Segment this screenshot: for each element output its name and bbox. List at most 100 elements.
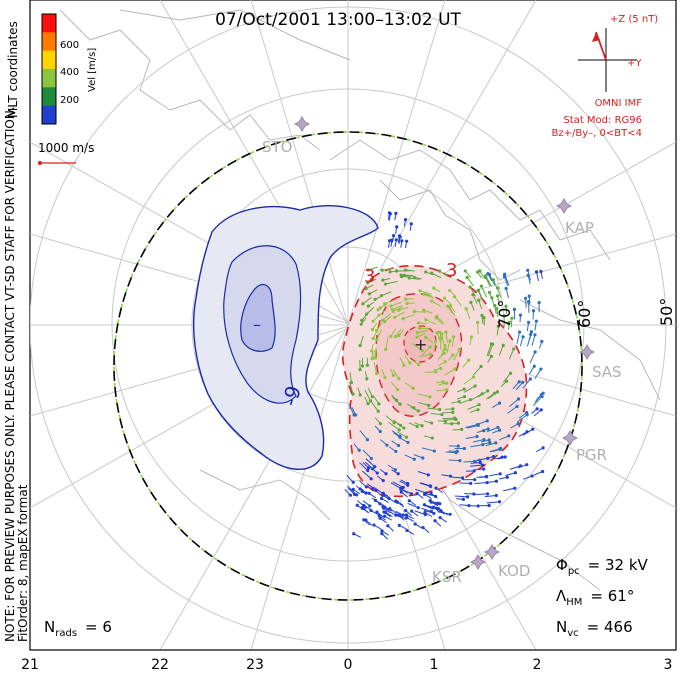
stat-n-vc-value: = 466 <box>587 618 633 636</box>
velocity-vector <box>451 336 455 347</box>
map-statistics: Φpc = 32 kV ΛHM = 61° Nvc = 466 Nrads = 6 <box>44 556 649 639</box>
velocity-vector-origin <box>432 505 436 509</box>
velocity-vector-origin <box>512 307 517 311</box>
velocity-vector-origin <box>433 519 437 523</box>
velocity-vector-origin <box>378 422 383 426</box>
velocity-vector <box>474 482 488 485</box>
velocity-vector-origin <box>515 404 519 408</box>
velocity-vector-origin <box>391 373 396 377</box>
velocity-vector-origin <box>365 377 369 381</box>
velocity-vector-origin <box>424 318 428 322</box>
velocity-vector <box>477 390 488 398</box>
velocity-vector-origin <box>430 436 434 440</box>
velocity-vector-origin <box>381 478 385 483</box>
colorbar-frame <box>41 13 57 125</box>
velocity-vector-origin <box>516 422 520 426</box>
velocity-vector-origin <box>457 399 461 404</box>
velocity-vector-origin <box>354 413 358 417</box>
velocity-vector-origin <box>489 342 493 346</box>
velocity-vector-origin <box>448 339 452 343</box>
velocity-vector-origin <box>393 315 397 319</box>
colorbar-label: Vel [m/s] <box>87 48 98 92</box>
velocity-vector-origin <box>365 438 370 442</box>
velocity-vector-origin <box>412 309 417 314</box>
velocity-vector <box>486 426 499 433</box>
velocity-vector <box>374 487 384 495</box>
colorbar-tick-400: 400 <box>60 67 79 78</box>
velocity-vector-origin <box>406 440 410 445</box>
velocity-vector <box>464 385 476 393</box>
velocity-vector-origin <box>377 513 381 518</box>
velocity-vector-origin <box>480 313 484 318</box>
contour-label-dusk-min: – <box>253 315 261 334</box>
velocity-vector-origin <box>497 500 502 504</box>
velocity-vector-origin <box>373 356 377 360</box>
velocity-vector-origin <box>458 458 462 463</box>
velocity-vector <box>443 418 457 421</box>
velocity-vector <box>445 451 457 454</box>
colorbar-tick-200: 200 <box>60 95 79 106</box>
velocity-vector <box>465 436 478 439</box>
velocity-vector-origin <box>475 422 480 427</box>
velocity-vector <box>417 471 429 476</box>
velocity-vector-origin <box>478 460 482 465</box>
velocity-vector-origin <box>437 330 442 334</box>
velocity-vector-origin <box>405 301 409 305</box>
velocity-vector <box>385 336 389 350</box>
velocity-vector <box>485 277 491 287</box>
velocity-vector <box>376 322 383 331</box>
velocity-vector-origin <box>429 491 433 496</box>
velocity-vector <box>390 301 402 307</box>
velocity-vector-origin <box>495 307 499 311</box>
velocity-vector-origin <box>385 443 389 447</box>
velocity-vector-origin <box>418 289 422 293</box>
velocity-vector-origin <box>539 408 543 412</box>
chart-title: 07/Oct/2001 13:00–13:02 UT <box>215 10 461 30</box>
stat-lambda-hm-symbol: Λ <box>556 587 567 605</box>
velocity-vector-origin <box>404 435 409 439</box>
velocity-vector-origin <box>416 409 420 413</box>
velocity-vector-origin <box>445 381 449 385</box>
station-marker <box>293 116 311 132</box>
stat-phi-pc-subscript: pc <box>568 566 580 577</box>
velocity-vector-origin <box>384 472 388 476</box>
velocity-vector <box>439 270 449 278</box>
dusk-convection-cell <box>192 204 379 471</box>
velocity-vector-origin <box>469 481 473 485</box>
velocity-vector-origin <box>416 321 420 325</box>
velocity-vector-origin <box>513 486 517 490</box>
velocity-vector <box>477 290 483 300</box>
velocity-vector <box>385 280 398 285</box>
velocity-vector-origin <box>351 487 355 491</box>
velocity-vector-origin <box>426 473 430 477</box>
velocity-vector-origin <box>516 397 521 401</box>
station-label-ksr: KSR <box>432 568 462 586</box>
velocity-vector-origin <box>378 429 382 434</box>
velocity-vector-origin <box>487 272 492 277</box>
dawn-convection-cell <box>341 264 528 498</box>
velocity-vector-origin <box>479 284 484 288</box>
velocity-vector-origin <box>454 451 458 455</box>
velocity-vector-origin <box>432 449 436 453</box>
colorbar-swatch <box>42 69 56 88</box>
velocity-vector-origin <box>370 395 374 399</box>
velocity-vector <box>472 294 478 304</box>
velocity-vector-origin <box>430 421 434 425</box>
velocity-vector-origin <box>370 349 374 353</box>
velocity-vector <box>474 493 488 496</box>
velocity-vector <box>463 376 474 385</box>
velocity-vector-origin <box>473 384 477 388</box>
velocity-vector-origin <box>358 343 362 348</box>
velocity-vector-origin <box>489 354 493 358</box>
velocity-scale-origin <box>38 161 42 165</box>
velocity-vector-origin <box>397 333 401 338</box>
velocity-vector-origin <box>448 474 453 478</box>
velocity-vector <box>486 501 500 504</box>
velocity-vector-origin <box>416 362 421 367</box>
velocity-vector <box>469 286 477 297</box>
velocity-vector-origin <box>540 339 544 344</box>
velocity-vector <box>441 333 445 345</box>
velocity-vector-origin <box>369 508 373 513</box>
velocity-vector-origin <box>430 299 434 303</box>
velocity-vector-origin <box>387 239 392 243</box>
